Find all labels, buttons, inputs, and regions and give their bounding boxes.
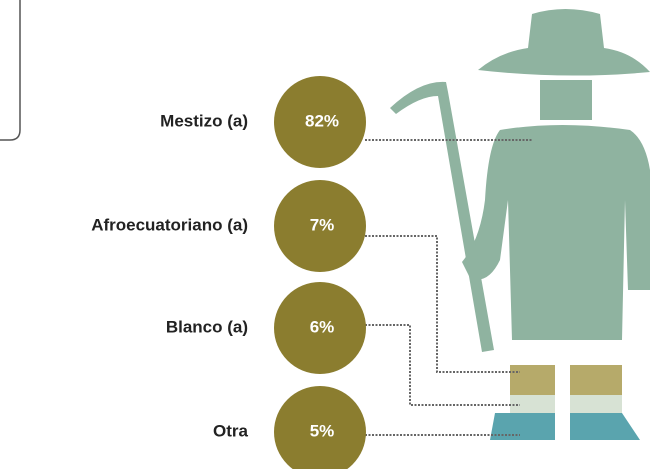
category-label: Afroecuatoriano (a) [91, 215, 248, 234]
value-label: 5% [310, 421, 335, 440]
stripe [570, 365, 622, 395]
category-label: Otra [213, 421, 249, 440]
frame [0, 0, 20, 140]
category-label: Mestizo (a) [160, 111, 248, 130]
stripe [570, 395, 622, 413]
farmer-figure [390, 9, 650, 352]
connector [365, 325, 520, 405]
value-label: 7% [310, 215, 335, 234]
value-label: 6% [310, 317, 335, 336]
stripe [510, 365, 555, 395]
category-label: Blanco (a) [166, 317, 248, 336]
value-label: 82% [305, 111, 339, 130]
chart: Mestizo (a) 82% Afroecuatoriano (a) 7% Blanc… [0, 0, 664, 469]
